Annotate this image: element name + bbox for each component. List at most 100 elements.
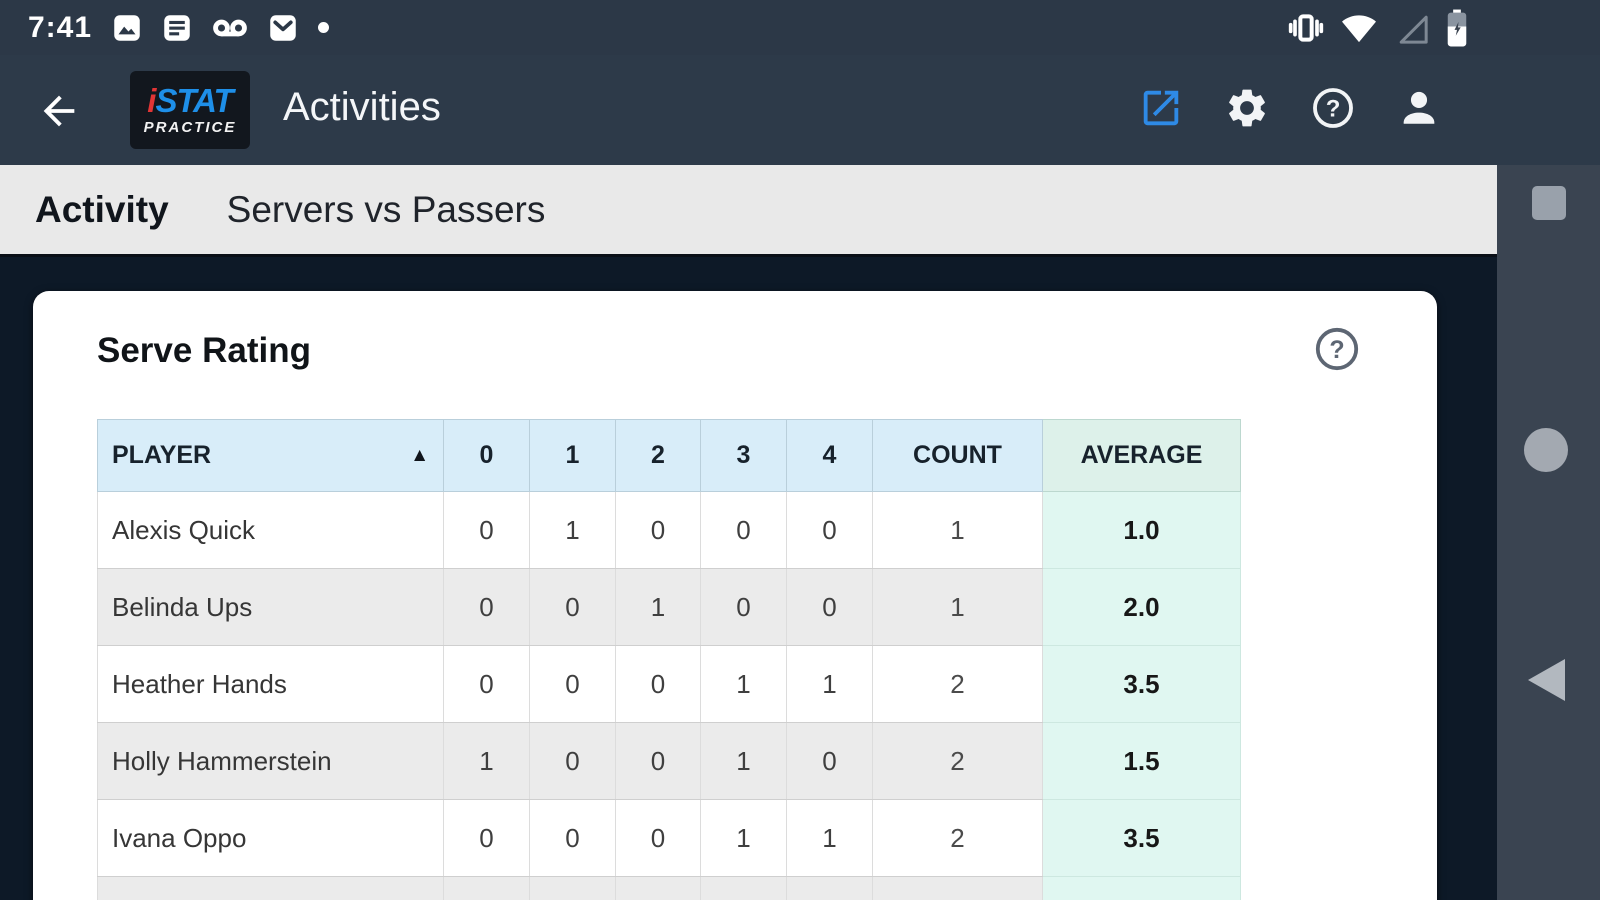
average-cell: 1.0 <box>1042 491 1241 569</box>
player-name-cell: Alexis Quick <box>97 491 444 569</box>
rating-count-cell: 0 <box>786 491 873 569</box>
empty-cell <box>1042 876 1241 900</box>
empty-cell <box>872 876 1043 900</box>
svg-text:?: ? <box>1329 336 1344 364</box>
empty-cell <box>700 876 787 900</box>
count-cell: 2 <box>872 722 1043 800</box>
home-button[interactable] <box>1524 428 1568 472</box>
help-icon[interactable]: ? <box>1310 85 1356 131</box>
battery-icon <box>1447 9 1467 46</box>
average-cell: 3.5 <box>1042 799 1241 877</box>
rating-count-cell: 0 <box>529 568 616 646</box>
table-row-partial <box>97 876 1241 900</box>
table-row[interactable]: Belinda Ups 0 0 1 0 0 1 2.0 <box>97 568 1241 646</box>
rating-count-cell: 0 <box>786 568 873 646</box>
rating-count-cell: 1 <box>529 491 616 569</box>
empty-cell <box>786 876 873 900</box>
player-name-cell: Heather Hands <box>97 645 444 723</box>
serve-rating-table-body: Alexis Quick 0 1 0 0 0 1 1.0 Belinda Ups 0 0 1 0 0 1 2.… <box>97 491 1241 900</box>
rating-count-cell: 0 <box>443 799 530 877</box>
table-row[interactable]: Heather Hands 0 0 0 1 1 2 3.5 <box>97 645 1241 723</box>
table-header-row: PLAYER ▲ 0 1 2 3 4 COUNT AVERAGE <box>97 419 1241 492</box>
empty-cell <box>615 876 701 900</box>
rating-count-cell: 1 <box>700 799 787 877</box>
cell-signal-icon <box>1399 15 1428 44</box>
sort-ascending-icon: ▲ <box>410 444 429 466</box>
recents-button[interactable] <box>1532 186 1566 220</box>
share-export-icon[interactable] <box>1138 85 1184 131</box>
rating-count-cell: 0 <box>615 722 701 800</box>
rating-count-cell: 0 <box>529 799 616 877</box>
rating-count-cell: 1 <box>700 722 787 800</box>
average-cell: 3.5 <box>1042 645 1241 723</box>
column-header-3[interactable]: 3 <box>700 419 787 492</box>
serve-rating-card: Serve Rating ? PLAYER ▲ <box>33 291 1437 900</box>
rating-count-cell: 0 <box>615 799 701 877</box>
status-bar: 7:41 <box>0 0 1600 55</box>
column-header-player[interactable]: PLAYER ▲ <box>97 419 444 492</box>
count-cell: 2 <box>872 799 1043 877</box>
rating-count-cell: 0 <box>443 491 530 569</box>
activity-bar: Activity Servers vs Passers <box>0 165 1497 257</box>
serve-rating-table: PLAYER ▲ 0 1 2 3 4 COUNT AVERAGE Alexis … <box>97 419 1241 900</box>
rating-count-cell: 1 <box>786 799 873 877</box>
rating-count-cell: 1 <box>615 568 701 646</box>
app-bar: iSTAT PRACTICE Activities ? <box>0 55 1600 165</box>
empty-cell <box>443 876 530 900</box>
logo-wordmark: iSTAT <box>147 82 233 119</box>
column-header-count[interactable]: COUNT <box>872 419 1043 492</box>
vibrate-icon <box>1288 13 1324 42</box>
player-name-cell: Holly Hammerstein <box>97 722 444 800</box>
table-row[interactable]: Holly Hammerstein 1 0 0 1 0 2 1.5 <box>97 722 1241 800</box>
system-status-icons <box>1286 0 1470 55</box>
rating-count-cell: 0 <box>529 722 616 800</box>
rating-count-cell: 1 <box>786 645 873 723</box>
table-row[interactable]: Ivana Oppo 0 0 0 1 1 2 3.5 <box>97 799 1241 877</box>
rating-count-cell: 1 <box>700 645 787 723</box>
rating-count-cell: 1 <box>443 722 530 800</box>
back-button[interactable] <box>1528 659 1565 701</box>
rating-count-cell: 0 <box>615 491 701 569</box>
account-person-icon[interactable] <box>1396 85 1442 131</box>
column-header-4[interactable]: 4 <box>786 419 873 492</box>
activity-name: Servers vs Passers <box>226 188 546 230</box>
rating-count-cell: 0 <box>529 645 616 723</box>
back-arrow-button[interactable] <box>36 88 82 134</box>
table-row[interactable]: Alexis Quick 0 1 0 0 0 1 1.0 <box>97 491 1241 569</box>
notification-dot <box>318 22 330 33</box>
player-name-cell: Ivana Oppo <box>97 799 444 877</box>
column-header-0[interactable]: 0 <box>443 419 530 492</box>
android-navigation-bar <box>1497 165 1600 900</box>
wifi-icon <box>1342 14 1376 42</box>
rating-count-cell: 0 <box>615 645 701 723</box>
count-cell: 1 <box>872 491 1043 569</box>
rating-count-cell: 0 <box>443 568 530 646</box>
news-icon <box>164 14 190 41</box>
average-cell: 1.5 <box>1042 722 1241 800</box>
column-header-average[interactable]: AVERAGE <box>1042 419 1241 492</box>
card-help-icon[interactable]: ? <box>1313 325 1361 373</box>
voicemail-icon <box>213 19 247 36</box>
rating-count-cell: 0 <box>700 568 787 646</box>
rating-count-cell: 0 <box>786 722 873 800</box>
column-header-2[interactable]: 2 <box>615 419 701 492</box>
card-title: Serve Rating <box>97 331 311 370</box>
istat-practice-logo: iSTAT PRACTICE <box>130 71 250 149</box>
player-header-label: PLAYER <box>112 441 212 469</box>
count-cell: 2 <box>872 645 1043 723</box>
count-cell: 1 <box>872 568 1043 646</box>
average-cell: 2.0 <box>1042 568 1241 646</box>
clock: 7:41 <box>28 10 93 44</box>
settings-gear-icon[interactable] <box>1224 85 1270 131</box>
rating-count-cell: 0 <box>700 491 787 569</box>
rating-count-cell: 0 <box>443 645 530 723</box>
logo-subtitle: PRACTICE <box>143 119 237 136</box>
empty-cell <box>97 876 444 900</box>
mail-icon <box>270 14 296 41</box>
column-header-1[interactable]: 1 <box>529 419 616 492</box>
empty-cell <box>529 876 616 900</box>
screenshot-icon <box>114 14 140 41</box>
svg-text:?: ? <box>1326 95 1341 122</box>
player-name-cell: Belinda Ups <box>97 568 444 646</box>
